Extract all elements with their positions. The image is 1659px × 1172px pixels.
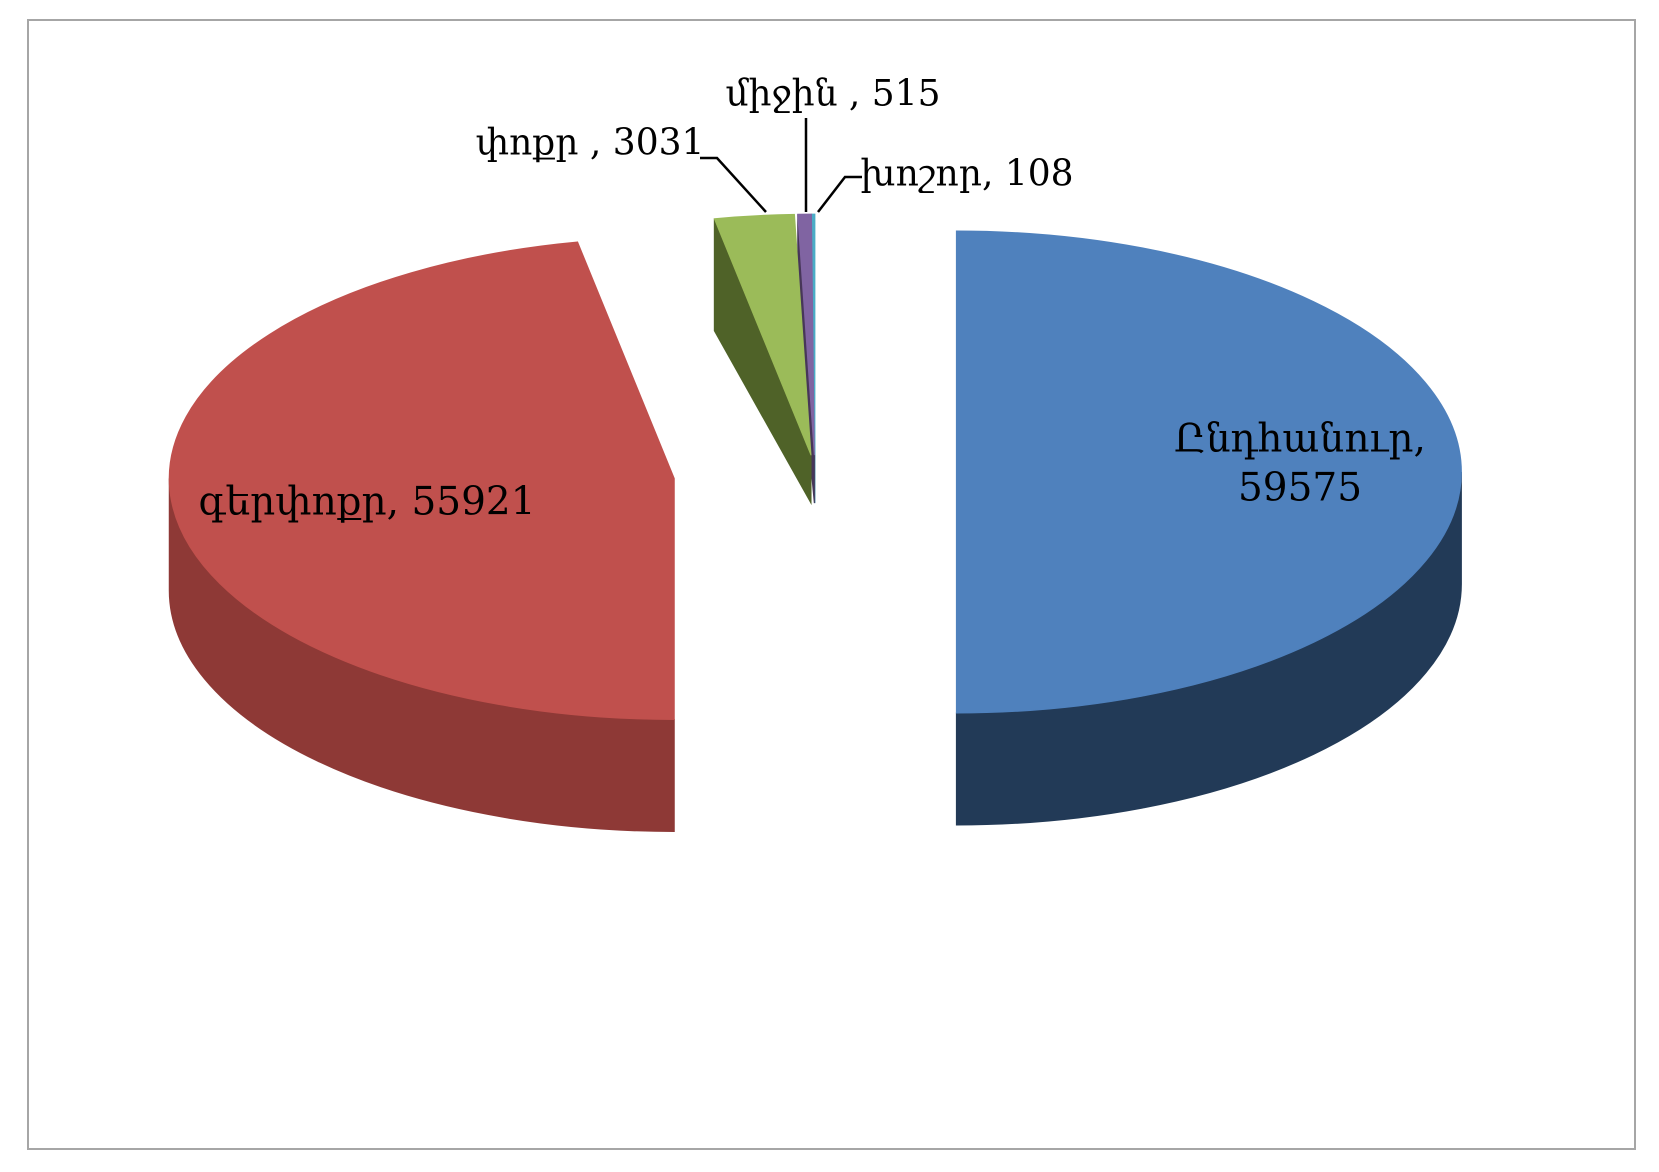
data-label-khoshor: խոշոր, 108 [860, 153, 1074, 195]
data-label-mijin: միջին , 515 [725, 73, 941, 115]
leader-line-2 [817, 175, 862, 213]
slice-0-top [955, 230, 1462, 714]
slice-2-top [713, 213, 812, 456]
data-label-endhanur-line2: 59575 [1237, 465, 1363, 510]
slice-1-top [168, 241, 675, 720]
slice-4-top [811, 213, 816, 456]
data-label-endhanur: Ընդհանուր, 59575 [1174, 415, 1426, 513]
leader-line-0 [700, 156, 767, 213]
data-label-poqr: փոքր , 3031 [475, 122, 705, 164]
data-label-endhanur-line1: Ընդհանուր, [1174, 416, 1426, 462]
slice-3-top [797, 213, 815, 456]
data-label-gerpoqr: գերփոքր, 55921 [198, 479, 536, 525]
